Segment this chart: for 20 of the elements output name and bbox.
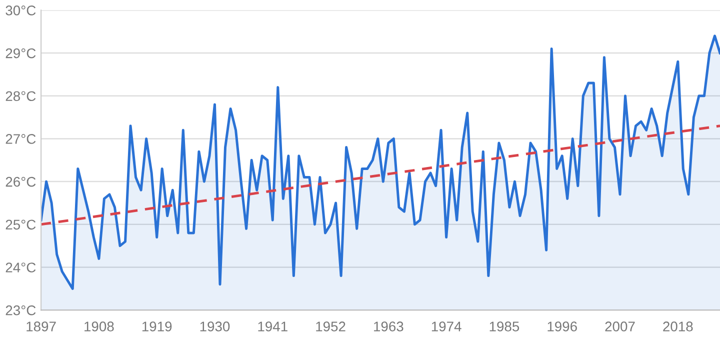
y-tick-label: 24°C (6, 262, 36, 272)
x-tick-label: 1930 (200, 322, 230, 332)
x-tick-label: 1996 (548, 322, 577, 332)
x-tick-label: 1974 (432, 322, 462, 332)
x-tick-label: 2018 (663, 322, 693, 332)
y-tick-label: 29°C (6, 48, 36, 58)
x-tick-label: 1985 (490, 322, 520, 332)
y-tick-label: 27°C (6, 134, 36, 144)
x-tick-label: 1908 (84, 322, 114, 332)
y-tick-label: 28°C (6, 91, 36, 102)
x-tick-label: 1952 (316, 322, 346, 332)
y-tick-label: 25°C (6, 220, 36, 230)
x-tick-label: 1941 (258, 322, 288, 332)
y-tick-label: 30°C (6, 6, 36, 16)
y-tick-label: 26°C (6, 176, 36, 187)
x-tick-label: 1919 (142, 322, 172, 332)
x-tick-label: 1963 (374, 322, 404, 332)
x-tick-label: 2007 (605, 322, 635, 332)
y-tick-label: 23°C (6, 305, 36, 316)
x-tick-label: 1897 (26, 322, 56, 332)
